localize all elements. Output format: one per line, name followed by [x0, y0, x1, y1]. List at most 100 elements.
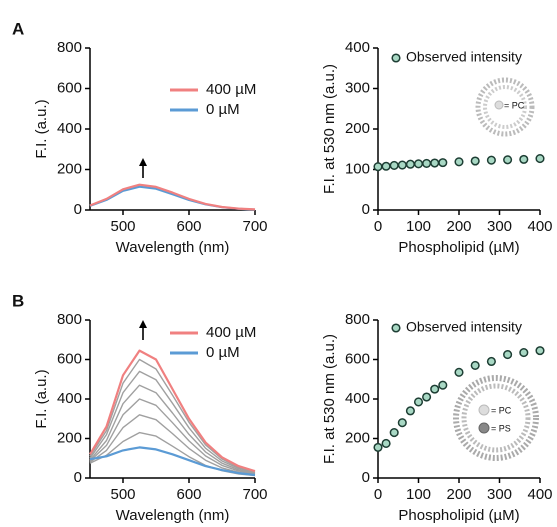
data-point — [373, 442, 383, 452]
membrane — [461, 383, 531, 453]
x-tick-label: 500 — [110, 218, 135, 235]
x-tick-label: 700 — [242, 218, 267, 235]
data-point — [422, 392, 432, 402]
legend-label: 0 µM — [206, 344, 240, 361]
data-point — [503, 350, 513, 360]
y-tick-label: 400 — [57, 120, 82, 137]
x-tick-label: 300 — [487, 218, 512, 235]
y-tick-label: 200 — [345, 429, 370, 446]
legend-label: 400 µM — [206, 81, 256, 98]
data-point — [389, 160, 399, 170]
x-axis-title: Wavelength (nm) — [116, 507, 230, 524]
membrane — [475, 77, 535, 137]
x-tick-label: 400 — [527, 218, 552, 235]
spectrum-line — [89, 398, 256, 475]
data-point — [438, 380, 448, 390]
lipid-icon — [478, 404, 490, 416]
membrane — [483, 85, 527, 129]
membrane — [453, 375, 539, 461]
x-tick-label: 700 — [242, 486, 267, 503]
x-tick-label: 100 — [406, 486, 431, 503]
data-point — [413, 397, 424, 407]
legend-label: Observed intensity — [406, 319, 522, 335]
y-tick-label: 800 — [57, 39, 82, 56]
y-tick-label: 400 — [345, 39, 370, 56]
arrows — [139, 158, 147, 340]
spectrum-line — [89, 446, 256, 477]
inset-label: = PC — [504, 100, 525, 110]
x-tick-label: 400 — [527, 486, 552, 503]
legend-marker — [391, 323, 401, 333]
y-tick-label: 200 — [57, 160, 82, 177]
x-tick-label: 600 — [176, 218, 201, 235]
lipid-icon — [494, 100, 504, 110]
y-tick-label: 800 — [57, 311, 82, 328]
data-point — [503, 155, 513, 165]
inset-label: = PS — [491, 423, 511, 433]
y-axis-title: F.I. (a.u.) — [33, 369, 50, 428]
y-tick-label: 0 — [362, 201, 370, 218]
data-point — [470, 360, 480, 370]
legend-label: 0 µM — [206, 101, 240, 118]
x-tick-label: 100 — [406, 218, 431, 235]
legend-label: 400 µM — [206, 324, 256, 341]
y-axis-title: F.I. (a.u.) — [33, 99, 50, 158]
data-point — [454, 367, 464, 377]
data-point — [430, 384, 440, 394]
data-point — [397, 160, 407, 170]
spectrum-line — [89, 414, 256, 476]
inset-a: = PC — [475, 77, 535, 137]
y-tick-label: 400 — [57, 390, 82, 407]
data-point — [405, 159, 415, 169]
x-tick-label: 600 — [176, 486, 201, 503]
y-tick-label: 200 — [57, 429, 82, 446]
x-tick-label: 300 — [487, 486, 512, 503]
panel-label: B — [12, 291, 24, 310]
spectrum-line — [89, 349, 256, 473]
y-tick-label: 400 — [345, 390, 370, 407]
y-tick-label: 0 — [74, 469, 82, 486]
y-tick-label: 200 — [345, 120, 370, 137]
data-point — [430, 158, 440, 168]
panel-label: A — [12, 19, 24, 38]
y-tick-label: 100 — [345, 160, 370, 177]
data-point — [535, 346, 545, 356]
arrow-head — [139, 158, 147, 166]
y-tick-label: 600 — [345, 350, 370, 367]
y-tick-label: 0 — [362, 469, 370, 486]
data-point — [389, 428, 399, 438]
data-point — [519, 348, 529, 358]
data-point — [373, 162, 383, 172]
data-point — [381, 161, 391, 171]
y-tick-label: 600 — [57, 79, 82, 96]
y-tick-label: 300 — [345, 79, 370, 96]
x-axis-title: Phospholipid (µM) — [398, 507, 519, 524]
data-point — [438, 158, 448, 168]
inset-b: = PC = PS — [453, 375, 539, 461]
x-axis-title: Phospholipid (µM) — [398, 239, 519, 256]
spectrum-line — [89, 185, 256, 211]
x-tick-label: 200 — [446, 218, 471, 235]
data-point — [405, 406, 415, 416]
legend-marker — [391, 53, 401, 63]
data-point — [422, 158, 432, 168]
data-point — [486, 356, 496, 367]
data-point — [397, 418, 407, 428]
spectrum-line — [89, 358, 256, 473]
data-point — [381, 438, 391, 448]
arrow-head — [139, 320, 147, 328]
data-point — [454, 157, 464, 167]
legend-label: Observed intensity — [406, 49, 522, 65]
data-point — [535, 154, 545, 164]
y-tick-label: 600 — [57, 350, 82, 367]
y-axis-title: F.I. at 530 nm (a.u.) — [321, 64, 338, 194]
data-point — [486, 155, 496, 165]
spectrum-line — [89, 384, 256, 474]
inset-label: = PC — [491, 405, 512, 415]
x-tick-label: 0 — [374, 486, 382, 503]
x-tick-label: 500 — [110, 486, 135, 503]
y-tick-label: 0 — [74, 201, 82, 218]
x-tick-label: 0 — [374, 218, 382, 235]
y-tick-label: 800 — [345, 311, 370, 328]
